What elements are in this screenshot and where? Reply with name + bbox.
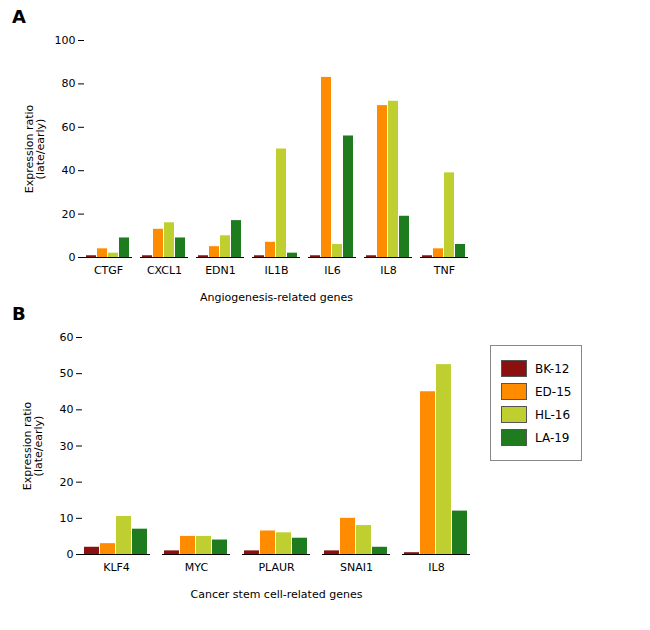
html-text:ED-15: ED-15 (535, 384, 572, 399)
svg-text:CTGF: CTGF (94, 264, 123, 277)
svg-text:50: 50 (60, 367, 74, 380)
svg-text:IL1B: IL1B (265, 264, 289, 277)
svg-text:20: 20 (62, 208, 76, 221)
svg-text:CXCL1: CXCL1 (147, 264, 182, 277)
svg-text:KLF4: KLF4 (103, 561, 130, 574)
html-text:LA-19: LA-19 (535, 430, 570, 445)
html-text:B: B (12, 303, 26, 324)
svg-text:SNAI1: SNAI1 (340, 561, 373, 574)
svg-text:TNF: TNF (433, 264, 455, 277)
html-text:A: A (12, 6, 26, 27)
html-text:BK-12: BK-12 (535, 361, 570, 376)
svg-text:Expression ratio(late/early): Expression ratio(late/early) (23, 104, 47, 193)
svg-text:20: 20 (60, 476, 74, 489)
svg-text:30: 30 (60, 440, 74, 453)
svg-text:MYC: MYC (185, 561, 209, 574)
svg-text:80: 80 (62, 77, 76, 90)
svg-text:Cancer stem cell-related genes: Cancer stem cell-related genes (191, 588, 363, 601)
svg-text:40: 40 (62, 164, 76, 177)
svg-text:0: 0 (67, 548, 74, 561)
svg-text:Expression ratio(late/early): Expression ratio(late/early) (21, 401, 45, 490)
svg-text:Angiogenesis-related genes: Angiogenesis-related genes (200, 291, 353, 304)
svg-text:PLAUR: PLAUR (258, 561, 295, 574)
svg-text:40: 40 (60, 403, 74, 416)
svg-text:10: 10 (60, 512, 74, 525)
svg-text:EDN1: EDN1 (205, 264, 236, 277)
svg-text:100: 100 (55, 34, 76, 47)
svg-text:0: 0 (69, 251, 76, 264)
svg-text:IL6: IL6 (324, 264, 340, 277)
svg-text:IL8: IL8 (380, 264, 396, 277)
svg-text:IL8: IL8 (428, 561, 444, 574)
svg-text:60: 60 (62, 121, 76, 134)
svg-text:60: 60 (60, 331, 74, 344)
html-text:HL-16: HL-16 (535, 407, 571, 422)
